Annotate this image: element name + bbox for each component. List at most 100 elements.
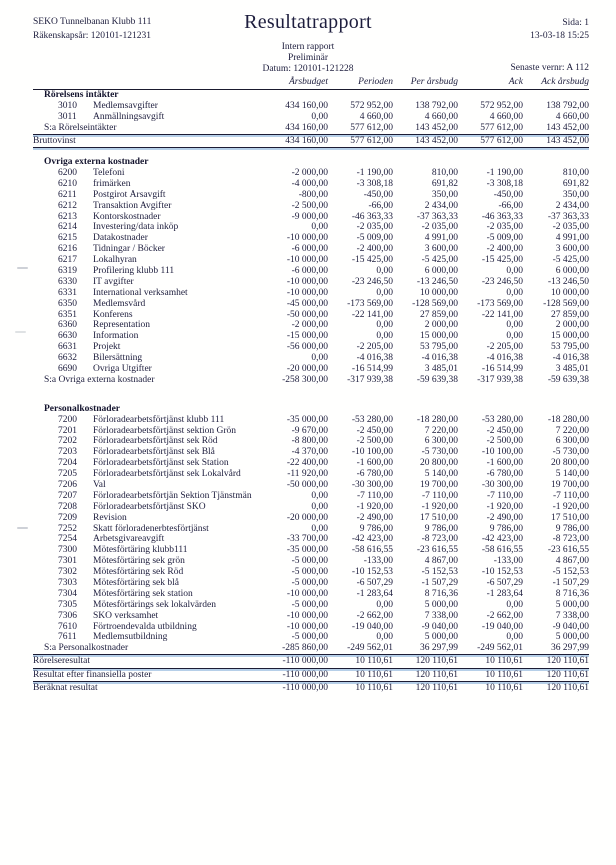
- row-label: 7611 Medlemsutbildning: [33, 632, 263, 643]
- amount-cell: 120 110,61: [546, 656, 589, 667]
- column-header: Per årsbudg: [410, 77, 458, 87]
- amount-cell: 53 795,00: [551, 342, 589, 353]
- row-label: 7303 Mötesförtäring sek blå: [33, 578, 263, 589]
- amount-cell: 0,00: [506, 599, 523, 610]
- amount-cell: -2 490,00: [486, 512, 523, 523]
- row-label: 6210 frimärken: [33, 179, 263, 190]
- row-label: Rörelsens intäkter: [44, 90, 119, 100]
- report-status: Preliminär: [287, 53, 329, 63]
- account-name: Postgirot Årsavgift: [93, 189, 166, 200]
- amount-cell: 4 660,00: [489, 111, 523, 122]
- amount-cell: 810,00: [562, 167, 589, 178]
- row-label: 7204 Förloradearbetsförtjänst sek Station: [33, 458, 263, 469]
- amount-cell: -2 035,00: [552, 222, 589, 233]
- row-label: 7201 Förloradearbetsförtjänst sektion Grö…: [33, 426, 263, 437]
- amount-cell: -5 730,00: [552, 447, 589, 458]
- account-code: 6351: [58, 309, 77, 320]
- amount-cell: -46 363,33: [481, 211, 523, 222]
- account-name: Profilering klubb 111: [93, 265, 175, 276]
- amount-cell: 691,82: [562, 178, 589, 189]
- column-header: Perioden: [358, 77, 393, 87]
- amount-cell: -53 280,00: [351, 414, 393, 425]
- amount-cell: 810,00: [431, 167, 458, 178]
- amount-cell: 434 160,00: [285, 135, 328, 146]
- account-name: Bilersättning: [93, 353, 143, 364]
- amount-cell: -19 040,00: [481, 621, 523, 632]
- sum-row: S:a Personalkostnader -285 860,00 -249 562…: [33, 643, 589, 656]
- row-label: Beräknat resultat: [33, 683, 98, 694]
- row-label: S:a Personalkostnader: [44, 643, 129, 654]
- amount-cell: -317 939,38: [347, 374, 393, 385]
- account-code: 7202: [58, 436, 77, 447]
- amount-cell: 434 160,00: [285, 100, 328, 111]
- amount-cell: 17 510,00: [551, 512, 589, 523]
- amount-cell: -4 016,38: [552, 353, 589, 364]
- amount-cell: -5 730,00: [421, 447, 458, 458]
- amount-cell: -2 450,00: [486, 425, 523, 436]
- account-code: 6200: [58, 167, 77, 178]
- amount-cell: -2 662,00: [486, 610, 523, 621]
- amount-cell: -110 000,00: [282, 669, 328, 680]
- account-row: 7305 Mötesförtärings sek lokalvärden -5 00…: [33, 600, 589, 611]
- amount-cell: 143 452,00: [546, 122, 589, 133]
- amount-cell: -1 507,29: [421, 578, 458, 589]
- amount-cell: 19 700,00: [551, 480, 589, 490]
- amount-cell: 4 867,00: [555, 556, 589, 567]
- amount-cell: -2 500,00: [291, 200, 328, 211]
- amount-cell: -3 308,18: [356, 178, 393, 189]
- amount-cell: 10 110,61: [355, 669, 393, 680]
- amount-cell: -1 600,00: [356, 458, 393, 469]
- row-label: 6211 Postgirot Årsavgift: [33, 190, 263, 201]
- amount-cell: -10 000,00: [286, 610, 328, 621]
- amount-cell: -6 000,00: [291, 265, 328, 276]
- account-code: 7203: [58, 447, 77, 458]
- amount-cell: 8 716,36: [555, 588, 589, 599]
- row-label: 6350 Medlemsvård: [33, 299, 263, 310]
- amount-cell: -7 110,00: [356, 490, 393, 501]
- amount-cell: -6 507,29: [486, 578, 523, 589]
- account-name: Mötesförtäring klubb111: [93, 545, 188, 556]
- header-left-block: SEKO Tunnelbanan Klubb 111 Räkenskapsår:…: [33, 16, 151, 43]
- amount-cell: -66,00: [368, 200, 393, 211]
- total-row: Beräknat resultat -110 000,00 10 110,61 120…: [33, 682, 589, 695]
- amount-cell: -2 400,00: [486, 244, 523, 255]
- amount-cell: 0,00: [311, 111, 328, 122]
- row-label: 6216 Tidningar / Böcker: [33, 244, 263, 255]
- amount-cell: -110 000,00: [282, 656, 328, 667]
- account-name: Mötesförtäring sek blå: [93, 578, 180, 589]
- amount-cell: -5 152,53: [552, 567, 589, 578]
- company-name: SEKO Tunnelbanan Klubb 111: [33, 17, 152, 27]
- amount-cell: 27 859,00: [420, 309, 458, 320]
- amount-cell: -2 500,00: [356, 436, 393, 447]
- amount-cell: -1 283,64: [356, 588, 393, 599]
- amount-cell: 120 110,61: [415, 669, 458, 680]
- amount-cell: -2 000,00: [291, 167, 328, 178]
- amount-cell: -5 425,00: [552, 255, 589, 266]
- account-code: 6360: [58, 320, 77, 331]
- amount-cell: 7 220,00: [555, 425, 589, 436]
- row-label: 7305 Mötesförtärings sek lokalvärden: [33, 600, 263, 611]
- amount-cell: -4 370,00: [291, 447, 328, 458]
- amount-cell: -2 000,00: [291, 320, 328, 331]
- account-code: 7207: [58, 490, 77, 501]
- amount-cell: -2 205,00: [356, 342, 393, 353]
- spacer: [33, 148, 589, 157]
- amount-cell: -1 190,00: [486, 167, 523, 178]
- amount-cell: -20 000,00: [286, 363, 328, 374]
- amount-cell: -10 000,00: [286, 233, 328, 244]
- amount-cell: -4 000,00: [291, 178, 328, 189]
- row-label: 6351 Konferens: [33, 310, 263, 321]
- amount-cell: 138 792,00: [546, 100, 589, 111]
- account-name: Datakostnader: [93, 233, 148, 244]
- amount-cell: -50 000,00: [286, 309, 328, 320]
- amount-cell: -6 507,29: [356, 578, 393, 589]
- amount-cell: 20 800,00: [420, 458, 458, 469]
- account-code: 3010: [58, 100, 77, 111]
- account-code: 7306: [58, 610, 77, 621]
- account-code: 7611: [58, 632, 77, 643]
- amount-cell: -46 363,33: [351, 211, 393, 222]
- row-label: 7302 Mötesförtäring sek Röd: [33, 567, 263, 578]
- amount-cell: -11 920,00: [287, 469, 328, 480]
- amount-cell: -1 600,00: [486, 458, 523, 469]
- account-code: 7206: [58, 480, 77, 490]
